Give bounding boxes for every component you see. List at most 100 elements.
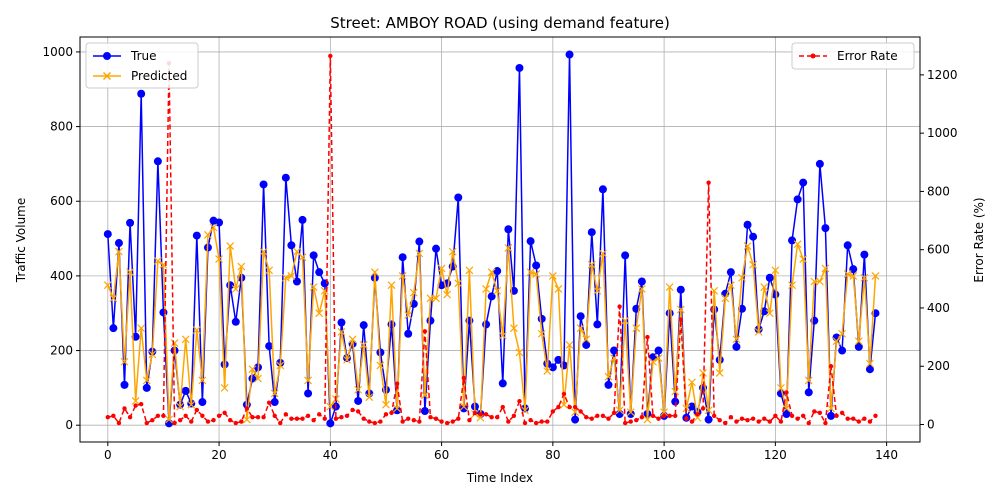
point-error bbox=[444, 420, 450, 426]
point-true bbox=[231, 317, 240, 326]
x-tick-label: 120 bbox=[764, 448, 787, 462]
point-error bbox=[589, 416, 594, 421]
point-predicted bbox=[671, 387, 680, 396]
x-axis: 0 20 40 60 80 100 120 140 bbox=[104, 442, 898, 462]
point-error bbox=[294, 416, 300, 421]
point-predicted bbox=[209, 223, 218, 232]
point-true bbox=[554, 355, 563, 364]
y-axis-right: 0 200 400 600 800 1000 1200 bbox=[920, 68, 958, 432]
point-error bbox=[122, 406, 127, 411]
point-error bbox=[372, 420, 378, 426]
point-true bbox=[426, 316, 435, 325]
point-true bbox=[621, 251, 630, 260]
point-predicted bbox=[660, 408, 669, 417]
point-error bbox=[873, 413, 878, 418]
point-error bbox=[522, 420, 528, 426]
point-error bbox=[795, 416, 800, 421]
point-error bbox=[806, 420, 811, 426]
point-error bbox=[289, 416, 294, 421]
point-true bbox=[854, 342, 863, 351]
point-predicted bbox=[738, 273, 746, 282]
point-true bbox=[498, 379, 507, 388]
point-true bbox=[782, 410, 791, 419]
point-error bbox=[439, 419, 444, 424]
legend-true-label: True bbox=[130, 49, 157, 63]
point-predicted bbox=[454, 279, 463, 288]
legend-right-box bbox=[791, 42, 915, 70]
series-layer bbox=[103, 50, 880, 428]
point-error bbox=[773, 413, 778, 418]
point-error bbox=[216, 413, 222, 418]
point-true bbox=[582, 340, 591, 349]
point-error bbox=[461, 375, 467, 381]
point-predicted bbox=[376, 361, 385, 370]
point-true bbox=[687, 402, 696, 411]
point-error bbox=[467, 417, 472, 423]
point-predicted bbox=[560, 400, 568, 409]
point-error bbox=[211, 417, 216, 423]
y-axis-label-left: Traffic Volume bbox=[14, 198, 28, 284]
point-error bbox=[812, 409, 817, 414]
point-predicted bbox=[665, 283, 674, 292]
legend-error-marker bbox=[810, 53, 816, 59]
legend-predicted-marker bbox=[102, 71, 112, 81]
legend-predicted-label: Predicted bbox=[131, 69, 187, 83]
point-true bbox=[815, 159, 824, 168]
point-predicted bbox=[615, 406, 624, 415]
point-predicted bbox=[854, 337, 863, 346]
point-error bbox=[383, 412, 389, 417]
point-error bbox=[261, 415, 266, 420]
point-predicted bbox=[465, 266, 474, 275]
point-error bbox=[711, 413, 717, 418]
x-tick-label: 100 bbox=[653, 448, 676, 462]
plot-frame bbox=[79, 36, 921, 443]
point-true bbox=[838, 346, 847, 355]
point-predicted bbox=[170, 339, 179, 348]
point-error bbox=[127, 415, 133, 420]
point-error bbox=[489, 415, 494, 420]
point-error bbox=[233, 420, 238, 426]
point-predicted bbox=[348, 335, 357, 344]
y-axis-left: 0 200 400 600 800 1000 bbox=[42, 45, 80, 432]
point-true bbox=[315, 268, 324, 277]
point-true bbox=[120, 380, 129, 389]
point-predicted bbox=[582, 335, 591, 344]
point-error bbox=[789, 413, 795, 418]
point-predicted bbox=[810, 277, 819, 286]
point-predicted bbox=[231, 285, 240, 293]
point-true bbox=[587, 228, 596, 237]
point-predicted bbox=[732, 335, 741, 344]
point-error bbox=[472, 410, 478, 416]
y-tick-label-right: 200 bbox=[927, 359, 950, 373]
point-predicted bbox=[309, 283, 318, 292]
point-true bbox=[671, 397, 680, 406]
point-predicted bbox=[192, 326, 201, 334]
point-true bbox=[537, 314, 546, 323]
point-predicted bbox=[643, 415, 652, 424]
point-error bbox=[189, 419, 194, 424]
point-predicted bbox=[254, 374, 262, 383]
point-error bbox=[394, 381, 400, 386]
point-error bbox=[528, 417, 533, 423]
point-predicted bbox=[487, 268, 496, 277]
point-predicted bbox=[827, 404, 835, 413]
point-predicted bbox=[326, 402, 335, 411]
point-error bbox=[723, 420, 728, 426]
point-true bbox=[704, 415, 713, 424]
point-error bbox=[311, 417, 316, 423]
point-predicted bbox=[843, 270, 852, 278]
point-true bbox=[676, 285, 685, 294]
point-error bbox=[700, 406, 706, 411]
point-predicted bbox=[259, 247, 268, 256]
point-error bbox=[567, 404, 572, 410]
point-error bbox=[155, 413, 161, 418]
point-predicted bbox=[103, 281, 112, 290]
point-predicted bbox=[165, 415, 173, 424]
point-error bbox=[767, 419, 773, 424]
point-error bbox=[406, 416, 411, 421]
point-true bbox=[593, 320, 602, 329]
point-true bbox=[493, 267, 502, 276]
point-predicted bbox=[515, 348, 524, 357]
point-error bbox=[105, 415, 111, 420]
point-predicted bbox=[788, 281, 796, 290]
